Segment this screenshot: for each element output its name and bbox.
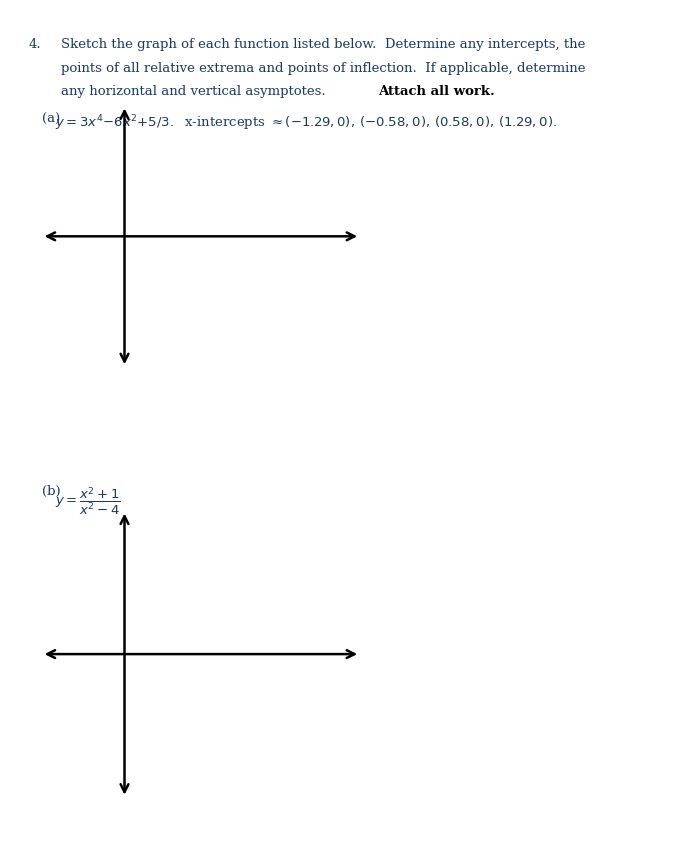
Text: Attach all work.: Attach all work. bbox=[378, 85, 495, 98]
Text: points of all relative extrema and points of inflection.  If applicable, determi: points of all relative extrema and point… bbox=[61, 62, 585, 74]
Text: Sketch the graph of each function listed below.  Determine any intercepts, the: Sketch the graph of each function listed… bbox=[61, 38, 585, 51]
Text: (b): (b) bbox=[42, 485, 61, 498]
Text: $y = 3x^4{-}6x^2{+}5/3.$  x-intercepts $\approx (-1.29,0),\,(-0.58,0),\,(0.58,0): $y = 3x^4{-}6x^2{+}5/3.$ x-intercepts $\… bbox=[55, 113, 557, 133]
Text: (a): (a) bbox=[42, 113, 60, 126]
Text: $y = \dfrac{x^2+1}{x^2-4}$: $y = \dfrac{x^2+1}{x^2-4}$ bbox=[55, 485, 121, 517]
Text: 4.: 4. bbox=[28, 38, 41, 51]
Text: any horizontal and vertical asymptotes.: any horizontal and vertical asymptotes. bbox=[61, 85, 325, 98]
